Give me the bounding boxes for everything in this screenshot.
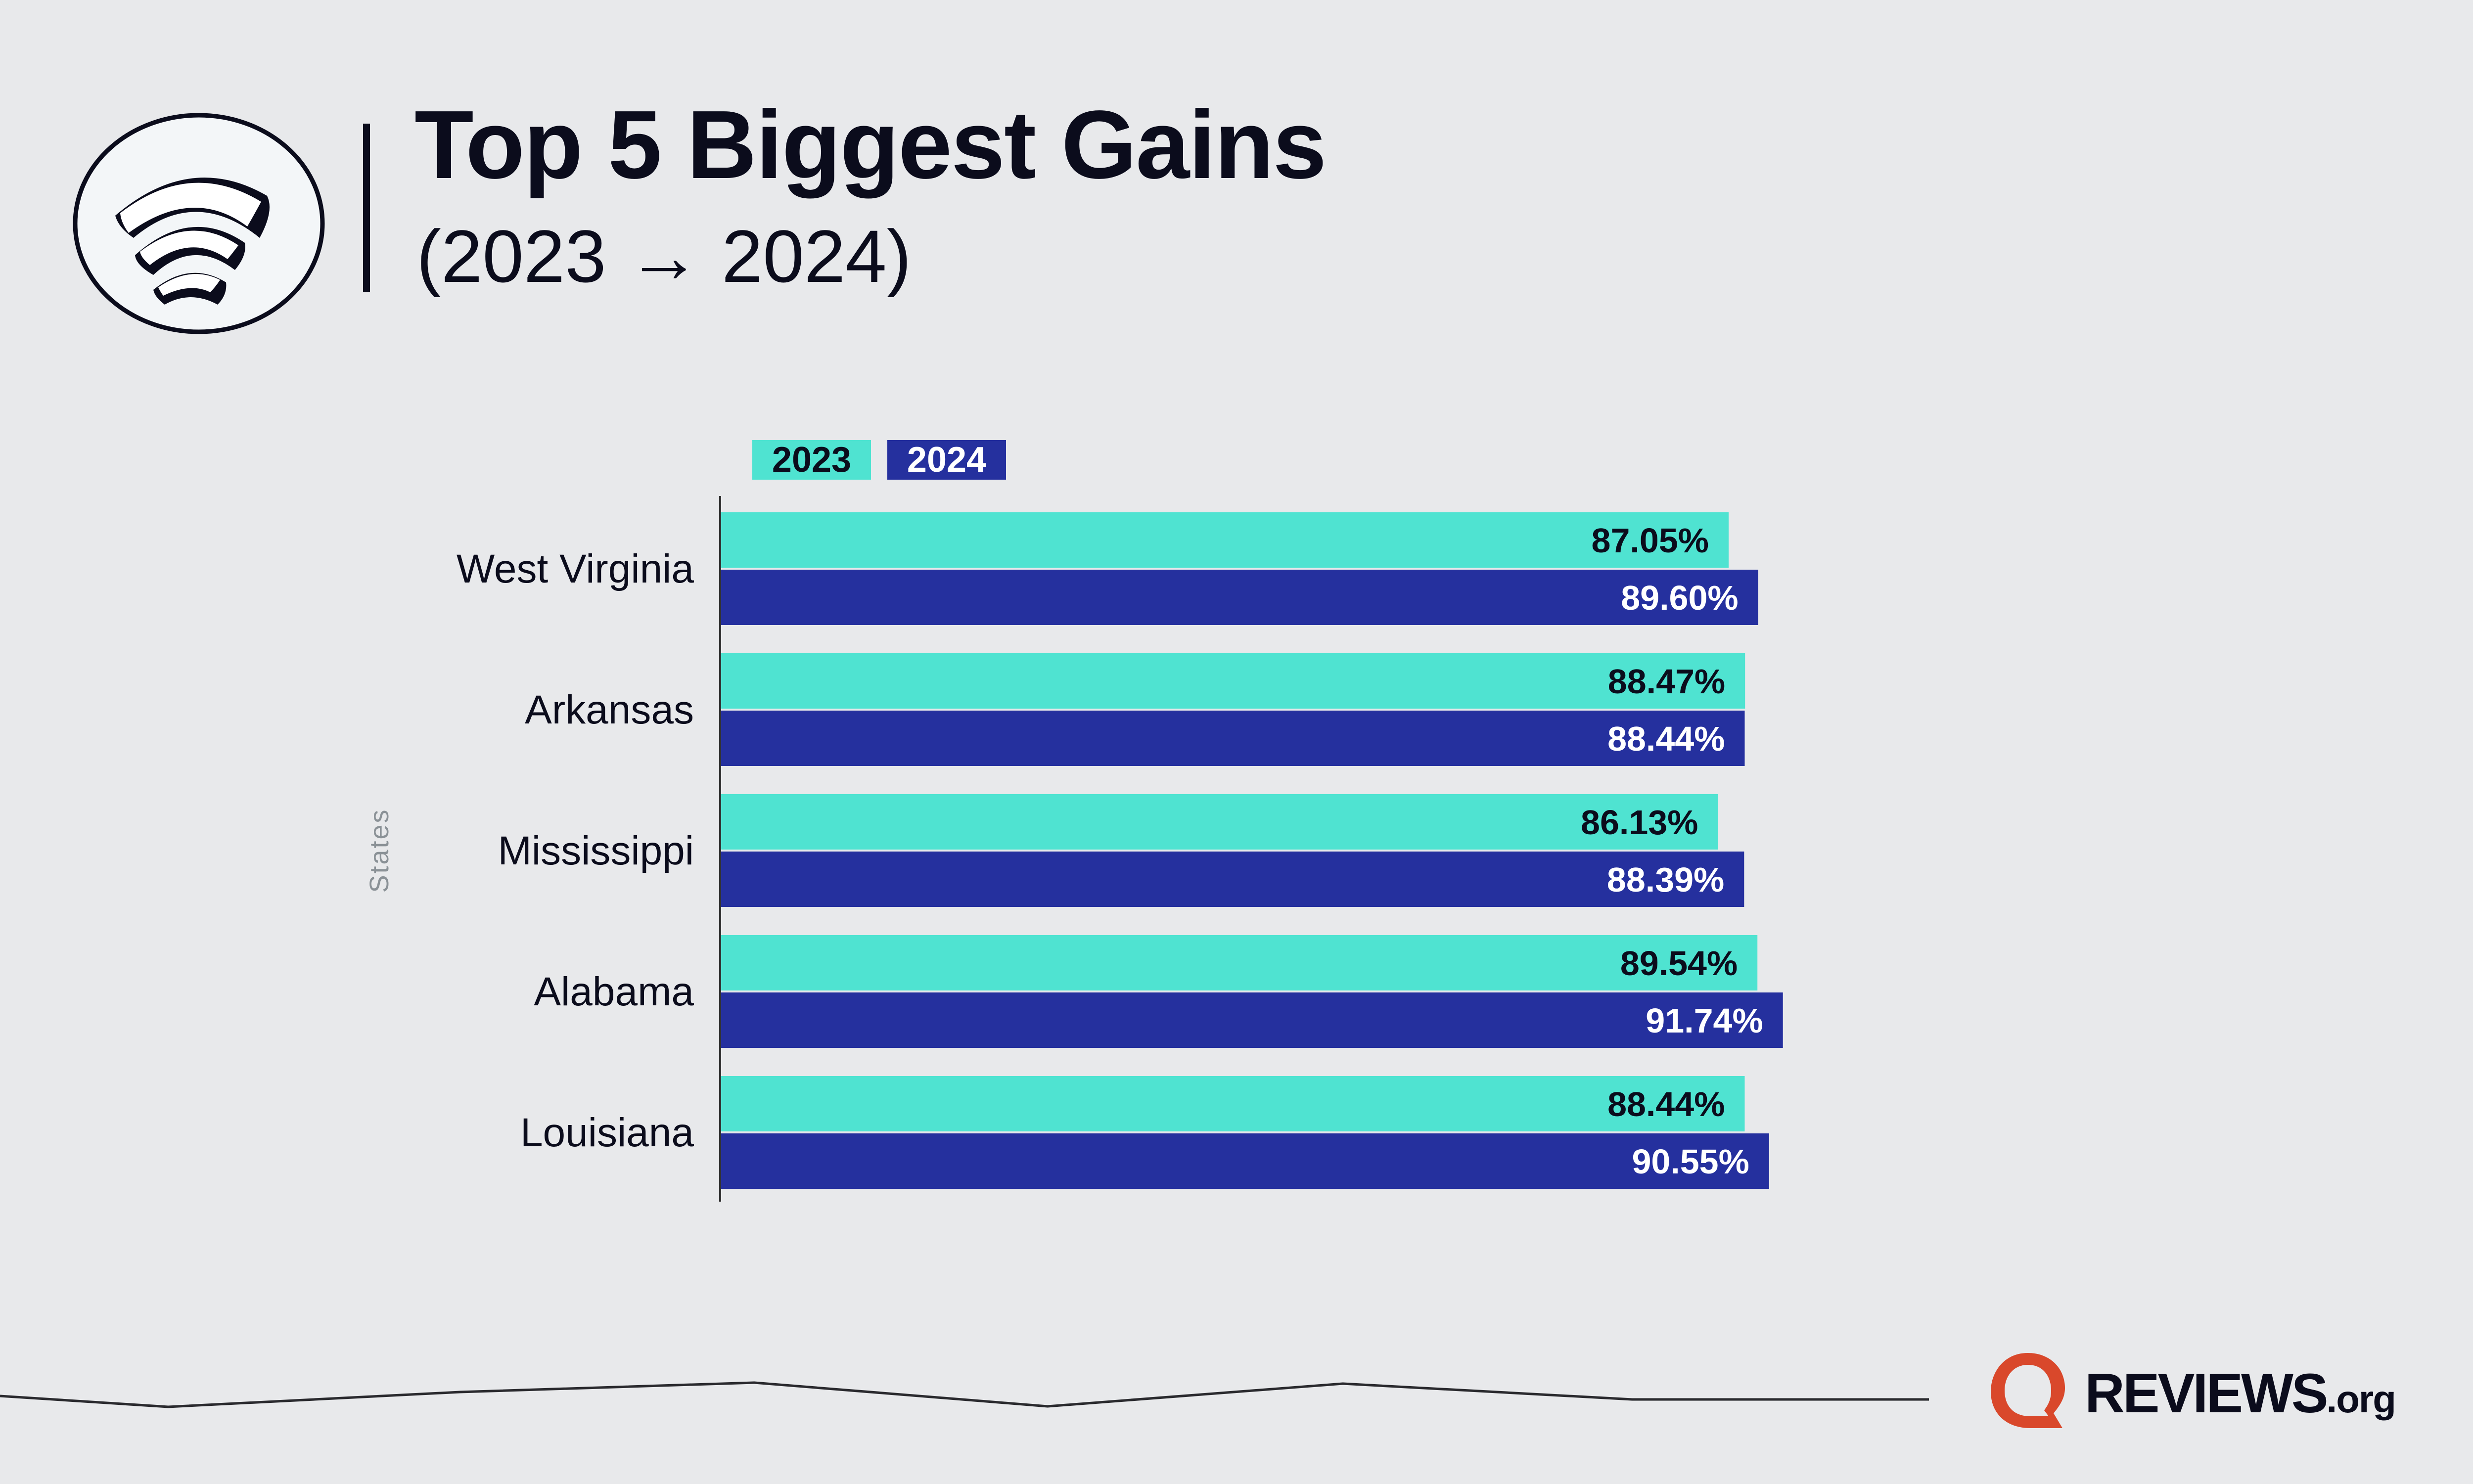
bar-2023 bbox=[721, 1076, 1745, 1131]
data-label-2023: 89.54% bbox=[1620, 944, 1738, 983]
wifi-signal-icon bbox=[73, 113, 325, 334]
category-label: Alabama bbox=[534, 969, 694, 1014]
header-divider bbox=[363, 124, 370, 292]
data-label-2023: 88.44% bbox=[1607, 1085, 1725, 1124]
bar-2023 bbox=[721, 512, 1729, 568]
data-label-2024: 89.60% bbox=[1621, 579, 1738, 617]
logo-wordmark: REVIEWS bbox=[2085, 1362, 2329, 1424]
logo-suffix: .org bbox=[2326, 1377, 2396, 1421]
bar-2024 bbox=[721, 852, 1744, 907]
data-label-2024: 88.39% bbox=[1607, 860, 1724, 899]
data-label-2024: 88.44% bbox=[1607, 720, 1725, 758]
bar-2024 bbox=[721, 711, 1745, 766]
y-axis-title: States bbox=[365, 808, 394, 893]
decorative-trend-line bbox=[0, 1381, 1929, 1408]
bar-2024 bbox=[721, 1133, 1769, 1189]
bar-2023 bbox=[721, 935, 1758, 990]
category-label: Louisiana bbox=[520, 1110, 694, 1155]
reviews-logo-text: REVIEWS.org bbox=[2085, 1366, 2396, 1421]
data-label-2023: 88.47% bbox=[1608, 662, 1725, 701]
category-label: West Virginia bbox=[457, 546, 694, 591]
data-label-2023: 87.05% bbox=[1592, 521, 1709, 560]
category-label: Mississippi bbox=[498, 828, 694, 873]
chart-title: Top 5 Biggest Gains bbox=[414, 90, 1327, 199]
category-label: Arkansas bbox=[525, 687, 694, 732]
data-label-2024: 90.55% bbox=[1632, 1142, 1749, 1181]
bar-2024 bbox=[721, 992, 1783, 1048]
data-label-2023: 86.13% bbox=[1581, 803, 1698, 842]
chart-subtitle: (2023 → 2024) bbox=[416, 215, 912, 298]
data-label-2024: 91.74% bbox=[1646, 1001, 1763, 1040]
bar-2023 bbox=[721, 794, 1718, 850]
legend-item-2023: 2023 bbox=[752, 440, 871, 480]
legend-item-2024: 2024 bbox=[887, 440, 1006, 480]
bar-2023 bbox=[721, 653, 1745, 709]
bar-2024 bbox=[721, 570, 1758, 625]
reviews-q-logo-icon bbox=[1991, 1353, 2065, 1428]
